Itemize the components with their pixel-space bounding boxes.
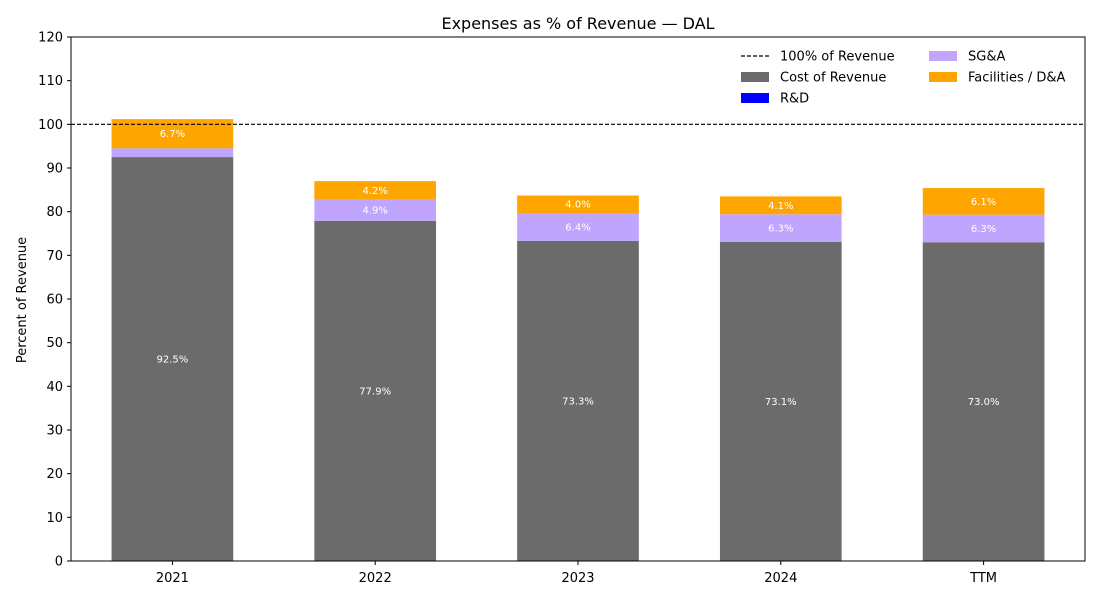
y-tick-label-7: 70	[46, 249, 63, 264]
y-tick-label-10: 100	[38, 118, 63, 133]
bar-label-3-0: 6.7%	[160, 129, 185, 140]
bar-segment-3-4	[922, 188, 1045, 215]
bar-segment-0-2	[517, 240, 639, 561]
legend-swatch-3	[929, 51, 957, 61]
y-tick-label-2: 20	[46, 467, 63, 482]
bar-segment-2-2	[517, 212, 639, 241]
x-tick-label-1: 2022	[359, 571, 392, 586]
legend-entry-1: Cost of Revenue	[780, 71, 886, 86]
bar-label-0-1: 77.9%	[359, 386, 391, 397]
y-tick-label-11: 110	[38, 74, 63, 89]
bar-label-2-2: 6.4%	[565, 222, 590, 233]
bar-segment-2-3	[719, 214, 842, 242]
bar-label-0-3: 73.1%	[765, 397, 797, 408]
bar-segment-3-2	[517, 195, 639, 213]
bar-label-0-4: 73.0%	[968, 397, 1000, 408]
legend-entry-0: 100% of Revenue	[780, 50, 895, 65]
y-tick-label-1: 10	[46, 511, 63, 526]
bar-label-0-2: 73.3%	[562, 396, 594, 407]
y-axis-label: Percent of Revenue	[15, 237, 30, 363]
plot-area: 92.5% 6.7% 2021 77.9% 4.9% 4.2% 2022 73.3% 6.4% 4…	[38, 31, 1086, 586]
y-tick-label-4: 40	[46, 380, 63, 395]
bar-segment-2-4	[922, 214, 1045, 243]
y-tick-label-3: 30	[46, 424, 63, 439]
bar-segment-0-3	[719, 241, 842, 561]
bar-label-2-1: 4.9%	[362, 206, 387, 217]
y-tick-label-12: 120	[38, 31, 63, 46]
x-tick-label-0: 2021	[156, 571, 189, 586]
bar-segment-0-1	[314, 220, 437, 561]
bar-label-2-3: 6.3%	[768, 224, 793, 235]
legend-entry-3: SG&A	[968, 50, 1005, 65]
legend-swatch-2	[741, 93, 769, 103]
x-tick-label-2: 2023	[561, 571, 594, 586]
y-tick-label-0: 0	[55, 555, 63, 570]
legend-entry-4: Facilities / D&A	[968, 71, 1066, 86]
bar-segment-2-0	[111, 148, 234, 158]
y-tick-label-8: 80	[46, 205, 63, 220]
bar-segment-3-1	[314, 181, 437, 200]
y-tick-label-9: 90	[46, 162, 63, 177]
legend: 100% of Revenue Cost of Revenue R&D SG&A Fac…	[741, 50, 1066, 107]
y-tick-label-6: 60	[46, 293, 63, 308]
chart-title: Expenses as % of Revenue — DAL	[441, 14, 714, 33]
bar-label-3-1: 4.2%	[362, 186, 387, 197]
bar-segment-3-3	[719, 196, 842, 215]
legend-swatch-4	[929, 72, 957, 82]
legend-entry-2: R&D	[780, 92, 809, 107]
x-tick-label-4: TTM	[969, 571, 997, 586]
bar-label-3-2: 4.0%	[565, 200, 590, 211]
bar-segment-2-1	[314, 199, 437, 221]
y-tick-label-5: 50	[46, 336, 63, 351]
axes-frame	[70, 36, 1086, 562]
bar-label-3-3: 4.1%	[768, 201, 793, 212]
bar-label-3-4: 6.1%	[971, 197, 996, 208]
bar-label-2-4: 6.3%	[971, 224, 996, 235]
legend-swatch-1	[741, 72, 769, 82]
bar-segment-0-0	[111, 157, 234, 562]
bar-segment-0-4	[922, 242, 1045, 561]
x-tick-label-3: 2024	[764, 571, 797, 586]
bar-label-0-0: 92.5%	[157, 355, 189, 366]
